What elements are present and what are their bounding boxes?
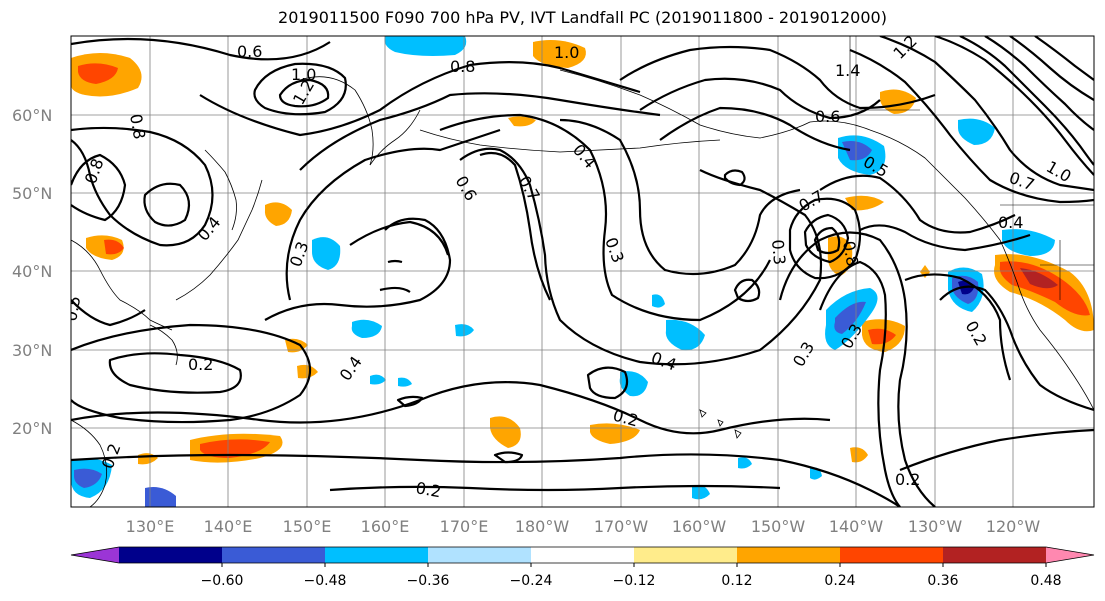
contour-label: 0.5 (61, 294, 84, 322)
map-frame (70, 35, 1095, 508)
colorbar-tick-label: −0.60 (201, 573, 244, 589)
lon-label: 130°W (908, 517, 963, 536)
lon-label: 180°W (515, 517, 570, 536)
colorbar-segment (531, 547, 635, 563)
lon-label: 120°W (986, 517, 1041, 536)
colorbar-segment (222, 547, 326, 563)
contour-label: 0.8 (126, 112, 149, 140)
colorbar-tick-label: −0.12 (613, 573, 656, 589)
contour-label: 0.2 (895, 470, 920, 489)
colorbar-tick-label: 0.48 (1030, 573, 1061, 589)
anomaly-shading (71, 36, 1094, 507)
colorbar-segment (634, 547, 738, 563)
contour-label: 1.0 (554, 43, 579, 62)
colorbar-tick-label: −0.36 (407, 573, 450, 589)
colorbar-tick-label: −0.24 (510, 573, 553, 589)
contour-label: 0.8 (450, 57, 475, 76)
colorbar-segment (119, 547, 223, 563)
contour-label: 0.4 (998, 213, 1023, 232)
longitude-labels: 130°E 140°E 150°E 160°E 170°E 180°W 170°… (126, 517, 1041, 536)
colorbar-segment (325, 547, 429, 563)
lon-label: 130°E (126, 517, 175, 536)
contour-label: 0.8 (839, 239, 862, 267)
lon-label: 150°E (283, 517, 332, 536)
colorbar-tick-label: 0.36 (927, 573, 958, 589)
contour-label: 0.2 (188, 355, 213, 374)
lon-label: 170°W (594, 517, 649, 536)
colorbar-segment (737, 547, 841, 563)
colorbar-outline (70, 546, 1095, 564)
lon-label: 140°W (829, 517, 884, 536)
lon-label: 160°E (361, 517, 410, 536)
coastlines (71, 36, 1094, 507)
colorbar-tick-label: 0.24 (824, 573, 855, 589)
lon-label: 170°E (440, 517, 489, 536)
contour-label: 0.6 (237, 42, 262, 61)
lat-label: 50°N (12, 184, 52, 203)
colorbar-extension-low (71, 547, 119, 563)
contour-label: 0.2 (414, 478, 442, 501)
lat-label: 30°N (12, 341, 52, 360)
latitude-labels: 60°N 50°N 40°N 30°N 20°N (12, 106, 52, 438)
colorbar-extension-high (1046, 547, 1094, 563)
contour-label: 0.3 (768, 239, 789, 266)
colorbar: −0.60 −0.48 −0.36 −0.24 −0.12 0.12 0.24 0.36 0.4… (70, 546, 1095, 589)
contour-label: 1.0 (291, 65, 316, 84)
contour-label: 1.4 (835, 61, 860, 80)
lat-label: 40°N (12, 262, 52, 281)
contour-label: 0.6 (815, 107, 840, 126)
lon-label: 150°W (751, 517, 806, 536)
lat-label: 60°N (12, 106, 52, 125)
colorbar-segment (840, 547, 944, 563)
lat-label: 20°N (12, 419, 52, 438)
colorbar-tick-label: 0.12 (721, 573, 752, 589)
lon-label: 160°W (672, 517, 727, 536)
colorbar-tick-label: −0.48 (304, 573, 347, 589)
pv-contours (71, 36, 1094, 507)
graticule (71, 36, 1094, 507)
colorbar-segment (943, 547, 1047, 563)
map-title: 2019011500 F090 700 hPa PV, IVT Landfall… (278, 8, 887, 27)
colorbar-segment (428, 547, 532, 563)
lon-label: 140°E (204, 517, 253, 536)
